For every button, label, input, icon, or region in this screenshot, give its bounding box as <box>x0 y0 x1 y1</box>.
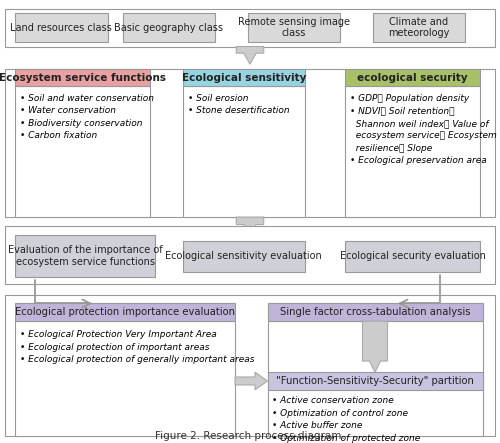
Bar <box>5 226 495 284</box>
Bar <box>15 303 235 321</box>
Polygon shape <box>362 321 388 372</box>
Bar <box>5 69 495 217</box>
Text: Ecological sensitivity: Ecological sensitivity <box>182 73 306 82</box>
Text: Ecological security evaluation: Ecological security evaluation <box>340 252 486 261</box>
Bar <box>122 13 215 42</box>
Bar <box>5 9 495 47</box>
Text: Ecological protection importance evaluation: Ecological protection importance evaluat… <box>15 307 235 317</box>
Polygon shape <box>236 217 264 236</box>
Text: ecological security: ecological security <box>357 73 468 82</box>
Text: Ecosystem service functions: Ecosystem service functions <box>0 73 166 82</box>
Bar <box>345 69 480 86</box>
Bar <box>372 13 465 42</box>
Text: Remote sensing image
class: Remote sensing image class <box>238 17 350 39</box>
Text: Figure 2. Research process diagram.: Figure 2. Research process diagram. <box>155 431 345 441</box>
Bar <box>182 241 305 272</box>
Bar <box>248 13 340 42</box>
Bar <box>345 241 480 272</box>
Text: Land resources class: Land resources class <box>10 23 112 33</box>
Text: Climate and
meteorology: Climate and meteorology <box>388 17 450 39</box>
Bar <box>15 235 155 277</box>
Bar <box>182 69 305 86</box>
Bar <box>268 372 482 390</box>
Bar <box>182 86 305 217</box>
Polygon shape <box>235 372 268 390</box>
Text: • Soil and water conservation
• Water conservation
• Biodiversity conservation
•: • Soil and water conservation • Water co… <box>20 94 154 140</box>
Text: Basic geography class: Basic geography class <box>114 23 223 33</box>
Bar <box>268 321 482 436</box>
Text: "Function-Sensitivity-Security" partition: "Function-Sensitivity-Security" partitio… <box>276 376 474 386</box>
Text: • Ecological Protection Very Important Area
• Ecological protection of important: • Ecological Protection Very Important A… <box>20 330 254 364</box>
Text: • Soil erosion
• Stone desertification: • Soil erosion • Stone desertification <box>188 94 289 116</box>
Text: Single factor cross-tabulation analysis: Single factor cross-tabulation analysis <box>280 307 470 317</box>
Bar <box>15 13 108 42</box>
Bar <box>15 321 235 436</box>
Bar <box>15 69 150 86</box>
Bar <box>5 295 495 436</box>
Bar <box>15 86 150 217</box>
Text: Ecological sensitivity evaluation: Ecological sensitivity evaluation <box>166 252 322 261</box>
Polygon shape <box>236 47 264 64</box>
Text: • GDP， Population density
• NDVI， Soil retention，
  Shannon weil index， Value of: • GDP， Population density • NDVI， Soil r… <box>350 94 497 165</box>
Text: Evaluation of the importance of
ecosystem service functions: Evaluation of the importance of ecosyste… <box>8 245 162 267</box>
Bar <box>345 86 480 217</box>
Text: • Active conservation zone
• Optimization of control zone
• Active buffer zone
•: • Active conservation zone • Optimizatio… <box>272 396 421 443</box>
Bar <box>268 303 482 321</box>
